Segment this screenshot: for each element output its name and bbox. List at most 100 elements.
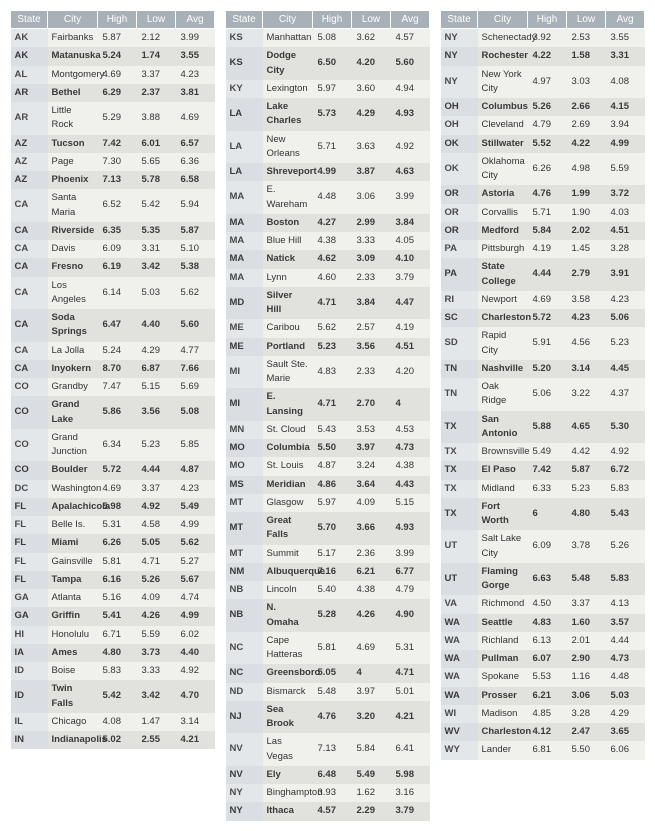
low-cell: 3.22 bbox=[567, 378, 606, 411]
high-cell: 4.44 bbox=[528, 258, 567, 291]
low-cell: 5.26 bbox=[137, 571, 176, 589]
avg-cell: 5.69 bbox=[176, 378, 215, 396]
city-cell: Grandby bbox=[48, 378, 98, 396]
high-cell: 6.48 bbox=[313, 766, 352, 784]
table-row: TXSan Antonio5.884.655.30 bbox=[441, 411, 645, 444]
low-cell: 3.06 bbox=[567, 687, 606, 705]
city-cell: Gainsville bbox=[48, 553, 98, 571]
table-row: ARLittle Rock5.293.884.69 bbox=[11, 102, 215, 135]
header-high: High bbox=[313, 11, 352, 29]
avg-cell: 4.93 bbox=[391, 98, 430, 131]
city-cell: Twin Falls bbox=[48, 680, 98, 713]
state-cell: MA bbox=[226, 250, 263, 268]
state-cell: MO bbox=[226, 457, 263, 475]
state-cell: IA bbox=[11, 644, 48, 662]
table-row: CAFresno6.193.425.38 bbox=[11, 258, 215, 276]
city-cell: Columbia bbox=[263, 439, 313, 457]
state-cell: SC bbox=[441, 309, 478, 327]
table-row: OHColumbus5.262.664.15 bbox=[441, 98, 645, 116]
state-cell: WA bbox=[441, 650, 478, 668]
city-cell: Soda Springs bbox=[48, 309, 98, 342]
high-cell: 6.52 bbox=[98, 189, 137, 222]
avg-cell: 4.44 bbox=[606, 632, 645, 650]
state-cell: FL bbox=[11, 571, 48, 589]
city-cell: Summit bbox=[263, 545, 313, 563]
header-city: City bbox=[263, 11, 313, 29]
state-cell: MN bbox=[226, 421, 263, 439]
header-low: Low bbox=[567, 11, 606, 29]
table-row: FLBelle Is.5.314.584.99 bbox=[11, 516, 215, 534]
high-cell: 5.73 bbox=[313, 98, 352, 131]
low-cell: 2.36 bbox=[352, 545, 391, 563]
low-cell: 3.37 bbox=[137, 66, 176, 84]
city-cell: Apalachicola bbox=[48, 498, 98, 516]
low-cell: 2.66 bbox=[567, 98, 606, 116]
low-cell: 5.50 bbox=[567, 741, 606, 759]
state-cell: GA bbox=[11, 589, 48, 607]
high-cell: 8.70 bbox=[98, 360, 137, 378]
avg-cell: 4.38 bbox=[391, 457, 430, 475]
city-cell: Madison bbox=[478, 705, 528, 723]
table-row: NYBinghampton3.931.623.16 bbox=[226, 784, 430, 802]
table-row: NBLincoln5.404.384.79 bbox=[226, 581, 430, 599]
state-cell: OR bbox=[441, 185, 478, 203]
avg-cell: 6.72 bbox=[606, 461, 645, 479]
high-cell: 4.57 bbox=[313, 802, 352, 820]
low-cell: 1.62 bbox=[352, 784, 391, 802]
city-cell: Oak Ridge bbox=[478, 378, 528, 411]
table-row: MNSt. Cloud5.433.534.53 bbox=[226, 421, 430, 439]
avg-cell: 4.15 bbox=[606, 98, 645, 116]
table-row: TXMidland6.335.235.83 bbox=[441, 480, 645, 498]
state-cell: NC bbox=[226, 664, 263, 682]
city-cell: Belle Is. bbox=[48, 516, 98, 534]
high-cell: 5.20 bbox=[528, 360, 567, 378]
table-row: RINewport4.693.584.23 bbox=[441, 291, 645, 309]
avg-cell: 4.87 bbox=[176, 461, 215, 479]
state-cell: AZ bbox=[11, 171, 48, 189]
high-cell: 5.28 bbox=[313, 599, 352, 632]
avg-cell: 4.03 bbox=[606, 204, 645, 222]
table-row: IDBoise5.833.334.92 bbox=[11, 662, 215, 680]
city-cell: Astoria bbox=[478, 185, 528, 203]
table-row: ORCorvallis5.711.904.03 bbox=[441, 204, 645, 222]
city-cell: Ely bbox=[263, 766, 313, 784]
high-cell: 4.62 bbox=[313, 250, 352, 268]
avg-cell: 3.99 bbox=[391, 545, 430, 563]
header-state: State bbox=[11, 11, 48, 29]
state-cell: MT bbox=[226, 494, 263, 512]
table-row: COGrand Lake5.863.565.08 bbox=[11, 396, 215, 429]
state-cell: WA bbox=[441, 632, 478, 650]
avg-cell: 4.63 bbox=[391, 163, 430, 181]
low-cell: 5.65 bbox=[137, 153, 176, 171]
header-city: City bbox=[478, 11, 528, 29]
low-cell: 4.44 bbox=[137, 461, 176, 479]
column-1: StateCityHighLowAvgAKFairbanks5.872.123.… bbox=[10, 10, 215, 821]
low-cell: 2.79 bbox=[567, 258, 606, 291]
high-cell: 6.26 bbox=[528, 153, 567, 186]
high-cell: 5.91 bbox=[528, 327, 567, 360]
state-cell: CO bbox=[11, 429, 48, 462]
low-cell: 3.97 bbox=[352, 683, 391, 701]
table-row: NCCape Hatteras5.814.695.31 bbox=[226, 632, 430, 665]
low-cell: 3.97 bbox=[352, 439, 391, 457]
low-cell: 4.38 bbox=[352, 581, 391, 599]
low-cell: 3.73 bbox=[137, 644, 176, 662]
avg-cell: 5.62 bbox=[176, 534, 215, 552]
low-cell: 3.24 bbox=[352, 457, 391, 475]
low-cell: 2.33 bbox=[352, 356, 391, 389]
low-cell: 4.23 bbox=[567, 309, 606, 327]
high-cell: 5.81 bbox=[98, 553, 137, 571]
state-cell: CA bbox=[11, 189, 48, 222]
table-row: OHCleveland4.792.693.94 bbox=[441, 116, 645, 134]
city-cell: Los Angeles bbox=[48, 277, 98, 310]
high-cell: 6.19 bbox=[98, 258, 137, 276]
table-row: ORAstoria4.761.993.72 bbox=[441, 185, 645, 203]
low-cell: 3.14 bbox=[567, 360, 606, 378]
city-cell: Lexington bbox=[263, 80, 313, 98]
state-cell: RI bbox=[441, 291, 478, 309]
low-cell: 4.56 bbox=[567, 327, 606, 360]
state-cell: NM bbox=[226, 563, 263, 581]
table-row: HIHonolulu6.715.596.02 bbox=[11, 626, 215, 644]
table-row: MEPortland5.233.564.51 bbox=[226, 338, 430, 356]
city-cell: E. Wareham bbox=[263, 181, 313, 214]
